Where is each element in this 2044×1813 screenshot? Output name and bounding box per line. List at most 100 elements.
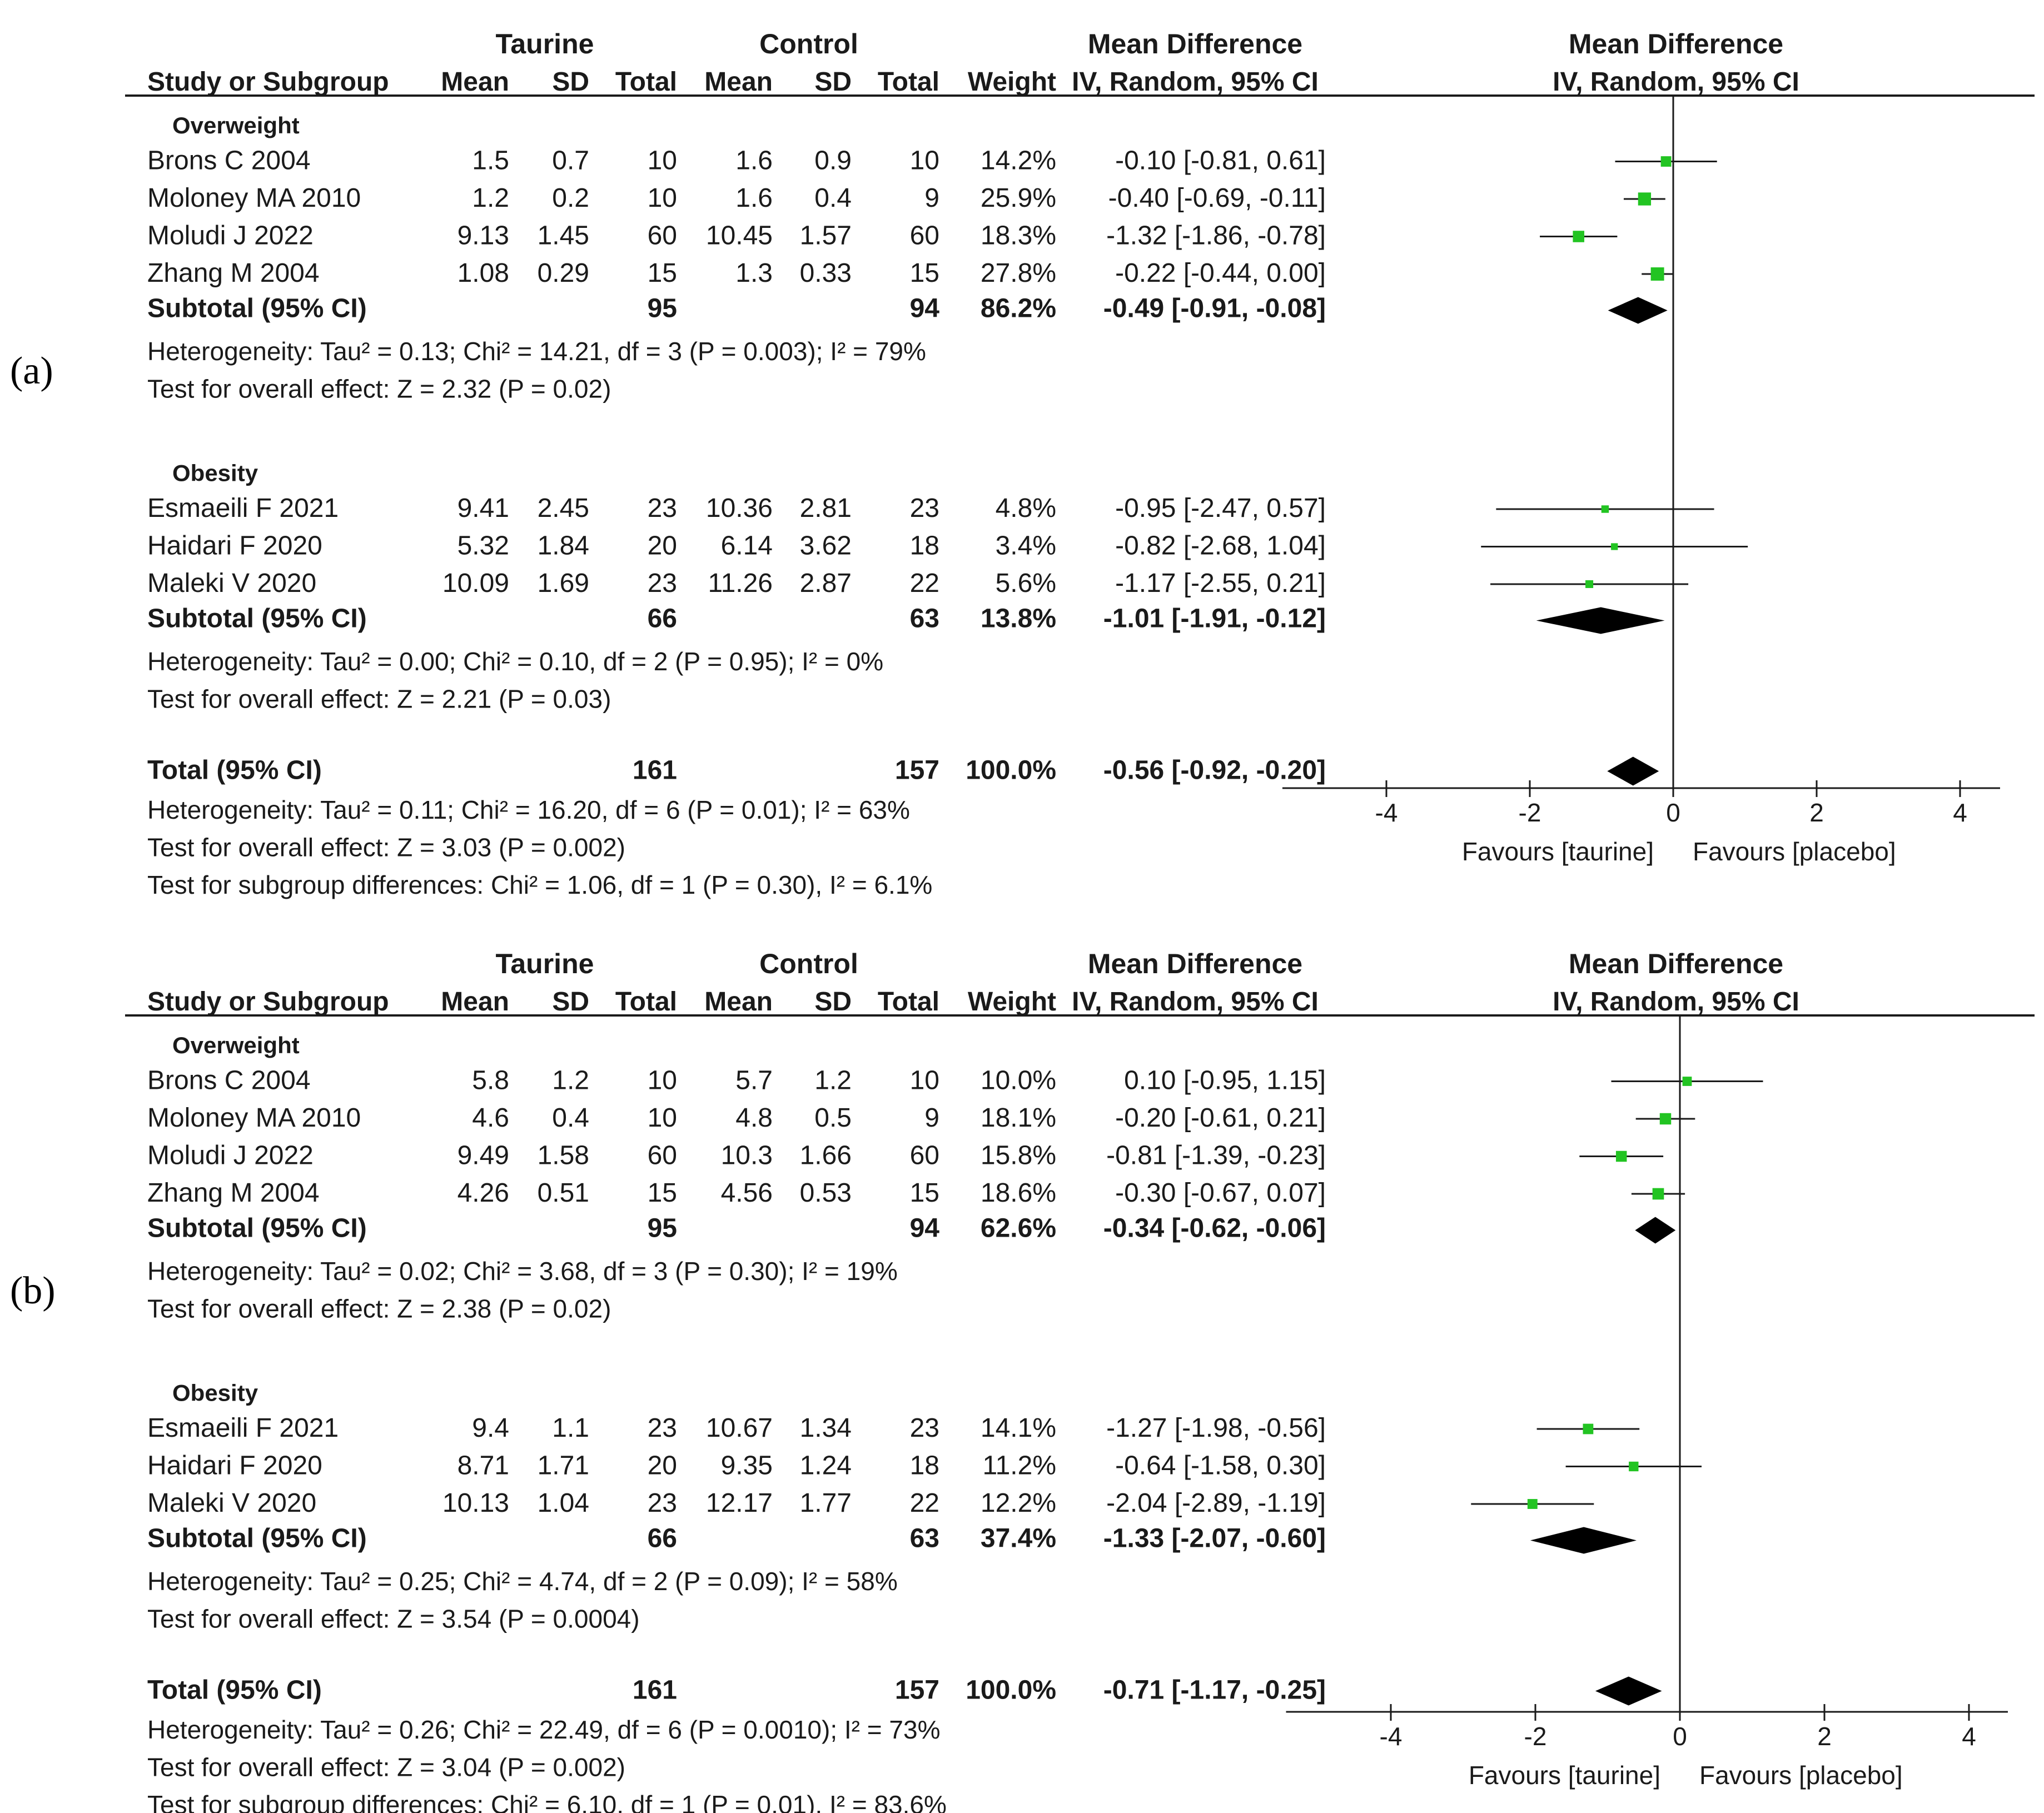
cell-mean-difference-ci: -0.82 [-2.68, 1.04] <box>1115 531 1326 561</box>
header-plot-mean-difference: Mean Difference <box>1569 28 1783 59</box>
cell-total-taurine: 60 <box>648 221 677 251</box>
cell-total-taurine: 23 <box>648 569 677 598</box>
subtotal-weight: 62.6% <box>981 1214 1056 1243</box>
cell-total-control: 10 <box>910 146 939 176</box>
cell-sd-taurine: 1.69 <box>538 569 589 598</box>
x-axis-tick-label: -2 <box>1519 798 1541 827</box>
cell-weight: 18.1% <box>981 1103 1056 1133</box>
footer-text: Heterogeneity: Tau² = 0.26; Chi² = 22.49… <box>147 1715 940 1744</box>
cell-weight: 27.8% <box>981 258 1056 288</box>
total-total-taurine: 161 <box>633 756 677 785</box>
cell-sd-taurine: 1.2 <box>552 1066 589 1095</box>
total-total-control: 157 <box>895 756 939 785</box>
heterogeneity-text: Heterogeneity: Tau² = 0.25; Chi² = 4.74,… <box>147 1567 898 1596</box>
col-sd-taurine: SD <box>552 67 589 97</box>
overall-effect-text: Test for overall effect: Z = 2.38 (P = 0… <box>147 1294 611 1323</box>
col-md-method: IV, Random, 95% CI <box>1072 987 1319 1017</box>
cell-mean-control: 9.35 <box>721 1451 773 1481</box>
cell-mean-taurine: 9.4 <box>472 1413 509 1443</box>
cell-sd-taurine: 1.1 <box>552 1413 589 1443</box>
cell-total-control: 60 <box>910 221 939 251</box>
footer-text: Test for subgroup differences: Chi² = 6.… <box>147 1790 947 1813</box>
cell-total-control: 22 <box>910 1488 939 1518</box>
point-estimate-square <box>1660 156 1672 167</box>
cell-sd-control: 0.5 <box>814 1103 852 1133</box>
cell-total-control: 18 <box>910 531 939 561</box>
subtotal-weight: 86.2% <box>981 294 1056 323</box>
cell-total-taurine: 15 <box>648 1178 677 1208</box>
study-name: Maleki V 2020 <box>147 1488 316 1518</box>
overall-effect-text: Test for overall effect: Z = 2.21 (P = 0… <box>147 685 611 714</box>
cell-mean-difference-ci: -1.32 [-1.86, -0.78] <box>1106 221 1326 251</box>
subgroup-name: Overweight <box>172 1032 300 1058</box>
heterogeneity-text: Heterogeneity: Tau² = 0.00; Chi² = 0.10,… <box>147 647 883 676</box>
study-name: Maleki V 2020 <box>147 569 316 598</box>
x-axis-tick-label: -4 <box>1380 1722 1403 1751</box>
cell-mean-difference-ci: -2.04 [-2.89, -1.19] <box>1106 1488 1326 1518</box>
subtotal-ci: -0.34 [-0.62, -0.06] <box>1103 1214 1326 1243</box>
cell-sd-control: 1.34 <box>800 1413 852 1443</box>
header-mean-difference: Mean Difference <box>1088 948 1302 979</box>
cell-mean-taurine: 1.5 <box>472 146 509 176</box>
subtotal-weight: 37.4% <box>981 1524 1056 1553</box>
cell-mean-taurine: 9.13 <box>457 221 509 251</box>
col-weight: Weight <box>968 987 1056 1017</box>
cell-sd-control: 0.33 <box>800 258 852 288</box>
cell-mean-difference-ci: -1.27 [-1.98, -0.56] <box>1106 1413 1326 1443</box>
cell-sd-control: 2.87 <box>800 569 852 598</box>
cell-total-taurine: 15 <box>648 258 677 288</box>
panel-label: (b) <box>10 1269 56 1312</box>
cell-sd-taurine: 0.4 <box>552 1103 589 1133</box>
cell-sd-control: 3.62 <box>800 531 852 561</box>
favours-placebo-label: Favours [placebo] <box>1699 1761 1903 1790</box>
point-estimate-square <box>1629 1461 1639 1472</box>
cell-total-taurine: 20 <box>648 531 677 561</box>
study-name: Moloney MA 2010 <box>147 183 361 213</box>
cell-total-control: 9 <box>924 1103 939 1133</box>
cell-total-taurine: 10 <box>648 1066 677 1095</box>
cell-total-taurine: 23 <box>648 1413 677 1443</box>
cell-mean-difference-ci: -1.17 [-2.55, 0.21] <box>1115 569 1326 598</box>
overall-effect-text: Test for overall effect: Z = 3.54 (P = 0… <box>147 1605 640 1633</box>
cell-sd-control: 1.57 <box>800 221 852 251</box>
col-total-control: Total <box>878 987 939 1017</box>
total-label: Total (95% CI) <box>147 1676 322 1705</box>
footer-text: Test for subgroup differences: Chi² = 1.… <box>147 870 932 899</box>
subtotal-label: Subtotal (95% CI) <box>147 294 367 323</box>
point-estimate-square <box>1615 1150 1627 1162</box>
subtotal-total-taurine: 95 <box>648 294 677 323</box>
overall-effect-text: Test for overall effect: Z = 2.32 (P = 0… <box>147 375 611 404</box>
study-name: Esmaeili F 2021 <box>147 1413 339 1443</box>
point-estimate-square <box>1583 1423 1594 1435</box>
cell-total-control: 22 <box>910 569 939 598</box>
cell-mean-taurine: 4.6 <box>472 1103 509 1133</box>
subtotal-total-taurine: 66 <box>648 1524 677 1553</box>
cell-mean-difference-ci: -0.20 [-0.61, 0.21] <box>1115 1103 1326 1133</box>
cell-total-taurine: 23 <box>648 1488 677 1518</box>
x-axis-tick-label: -2 <box>1524 1722 1547 1751</box>
col-weight: Weight <box>968 67 1056 97</box>
cell-total-control: 23 <box>910 1413 939 1443</box>
subtotal-total-taurine: 66 <box>648 604 677 634</box>
cell-mean-taurine: 9.41 <box>457 494 509 523</box>
cell-weight: 11.2% <box>982 1451 1056 1481</box>
study-name: Esmaeili F 2021 <box>147 494 339 523</box>
cell-mean-control: 10.36 <box>706 494 773 523</box>
subtotal-total-control: 94 <box>910 294 940 323</box>
header-plot-mean-difference: Mean Difference <box>1569 948 1783 979</box>
point-estimate-square <box>1659 1113 1672 1125</box>
subtotal-diamond <box>1536 607 1665 634</box>
cell-mean-difference-ci: -0.64 [-1.58, 0.30] <box>1115 1451 1326 1481</box>
cell-weight: 14.2% <box>981 146 1056 176</box>
subtotal-total-control: 94 <box>910 1214 940 1243</box>
cell-mean-difference-ci: -0.40 [-0.69, -0.11] <box>1108 183 1326 213</box>
cell-mean-control: 5.7 <box>735 1066 773 1095</box>
footer-text: Heterogeneity: Tau² = 0.11; Chi² = 16.20… <box>147 795 910 824</box>
cell-sd-control: 1.66 <box>800 1141 852 1171</box>
cell-sd-taurine: 1.71 <box>538 1451 589 1481</box>
cell-sd-taurine: 1.58 <box>538 1141 589 1171</box>
study-name: Moludi J 2022 <box>147 221 314 251</box>
study-name: Haidari F 2020 <box>147 531 322 561</box>
study-name: Zhang M 2004 <box>147 258 320 288</box>
